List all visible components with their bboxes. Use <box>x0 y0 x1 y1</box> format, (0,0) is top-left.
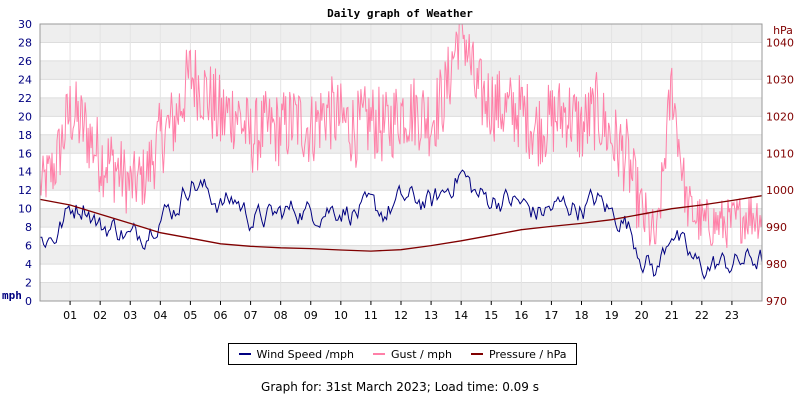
right-tick-label: 990 <box>766 221 787 234</box>
legend: Wind Speed /mph Gust / mph Pressure / hP… <box>228 343 577 365</box>
legend-swatch-wind <box>238 353 251 355</box>
pressure-line <box>39 195 763 252</box>
x-tick-label: 22 <box>695 309 709 322</box>
legend-label-wind: Wind Speed /mph <box>256 347 355 361</box>
left-tick-label: 14 <box>18 166 32 179</box>
x-tick-label: 23 <box>725 309 739 322</box>
x-tick-label: 18 <box>575 309 589 322</box>
right-tick-label: 1000 <box>766 184 794 197</box>
x-tick-label: 02 <box>93 309 107 322</box>
x-tick-label: 07 <box>244 309 258 322</box>
right-tick-label: 1040 <box>766 36 794 49</box>
right-tick-label: 980 <box>766 258 787 271</box>
x-tick-label: 14 <box>454 309 468 322</box>
x-tick-label: 08 <box>274 309 288 322</box>
left-tick-label: 26 <box>18 55 32 68</box>
wind-speed-line <box>40 169 763 280</box>
x-axis-ticks: 01 02 03 04 05 06 07 08 09 10 11 12 13 14 15 16 17 18 19 20… <box>63 301 739 322</box>
left-tick-label: 30 <box>18 18 32 31</box>
x-tick-label: 05 <box>183 309 197 322</box>
left-tick-label: 24 <box>18 73 32 86</box>
legend-item-gust: Gust / mph <box>373 348 452 361</box>
x-tick-label: 06 <box>214 309 228 322</box>
right-tick-label: 1010 <box>766 147 794 160</box>
gust-series <box>39 23 763 248</box>
x-tick-label: 01 <box>63 309 77 322</box>
left-tick-label: 4 <box>25 258 32 271</box>
x-tick-label: 12 <box>394 309 408 322</box>
legend-label-gust: Gust / mph <box>391 347 452 361</box>
left-tick-label: 2 <box>25 277 32 290</box>
x-tick-label: 10 <box>334 309 348 322</box>
right-axis-ticks: 970 980 990 1000 1010 1020 1030 1040 <box>766 36 794 308</box>
chart-title: Daily graph of Weather <box>327 7 473 20</box>
footer-text: Graph for: 31st March 2023; Load time: 0… <box>261 380 539 394</box>
right-tick-label: 970 <box>766 295 787 308</box>
legend-label-pressure: Pressure / hPa <box>488 347 567 361</box>
right-tick-label: 1030 <box>766 73 794 86</box>
left-axis-unit: mph <box>2 289 22 302</box>
left-tick-label: 12 <box>18 184 32 197</box>
x-tick-label: 03 <box>123 309 137 322</box>
left-tick-label: 16 <box>18 147 32 160</box>
gust-line <box>39 23 763 248</box>
left-tick-label: 28 <box>18 36 32 49</box>
x-tick-label: 17 <box>544 309 558 322</box>
x-tick-label: 20 <box>635 309 649 322</box>
legend-item-wind: Wind Speed /mph <box>238 347 355 361</box>
left-tick-label: 10 <box>18 203 32 216</box>
legend-swatch-pressure <box>470 353 483 355</box>
legend-item-pressure: Pressure / hPa <box>470 347 567 361</box>
wind-speed-series <box>40 169 763 280</box>
left-tick-label: 8 <box>25 221 32 234</box>
left-tick-label: 22 <box>18 92 32 105</box>
x-tick-label: 13 <box>424 309 438 322</box>
left-tick-label: 20 <box>18 110 32 123</box>
left-tick-label: 0 <box>25 295 32 308</box>
right-axis-unit: hPa <box>773 24 793 37</box>
x-tick-label: 19 <box>605 309 619 322</box>
x-tick-label: 16 <box>514 309 528 322</box>
left-tick-label: 18 <box>18 129 32 142</box>
legend-swatch-gust <box>373 353 386 355</box>
x-tick-label: 09 <box>304 309 318 322</box>
vertical-gridlines <box>69 24 733 301</box>
pressure-series <box>39 195 763 252</box>
x-tick-label: 04 <box>153 309 167 322</box>
left-tick-label: 6 <box>25 240 32 253</box>
x-tick-label: 11 <box>364 309 378 322</box>
x-tick-label: 21 <box>665 309 679 322</box>
x-tick-label: 15 <box>484 309 498 322</box>
right-tick-label: 1020 <box>766 110 794 123</box>
